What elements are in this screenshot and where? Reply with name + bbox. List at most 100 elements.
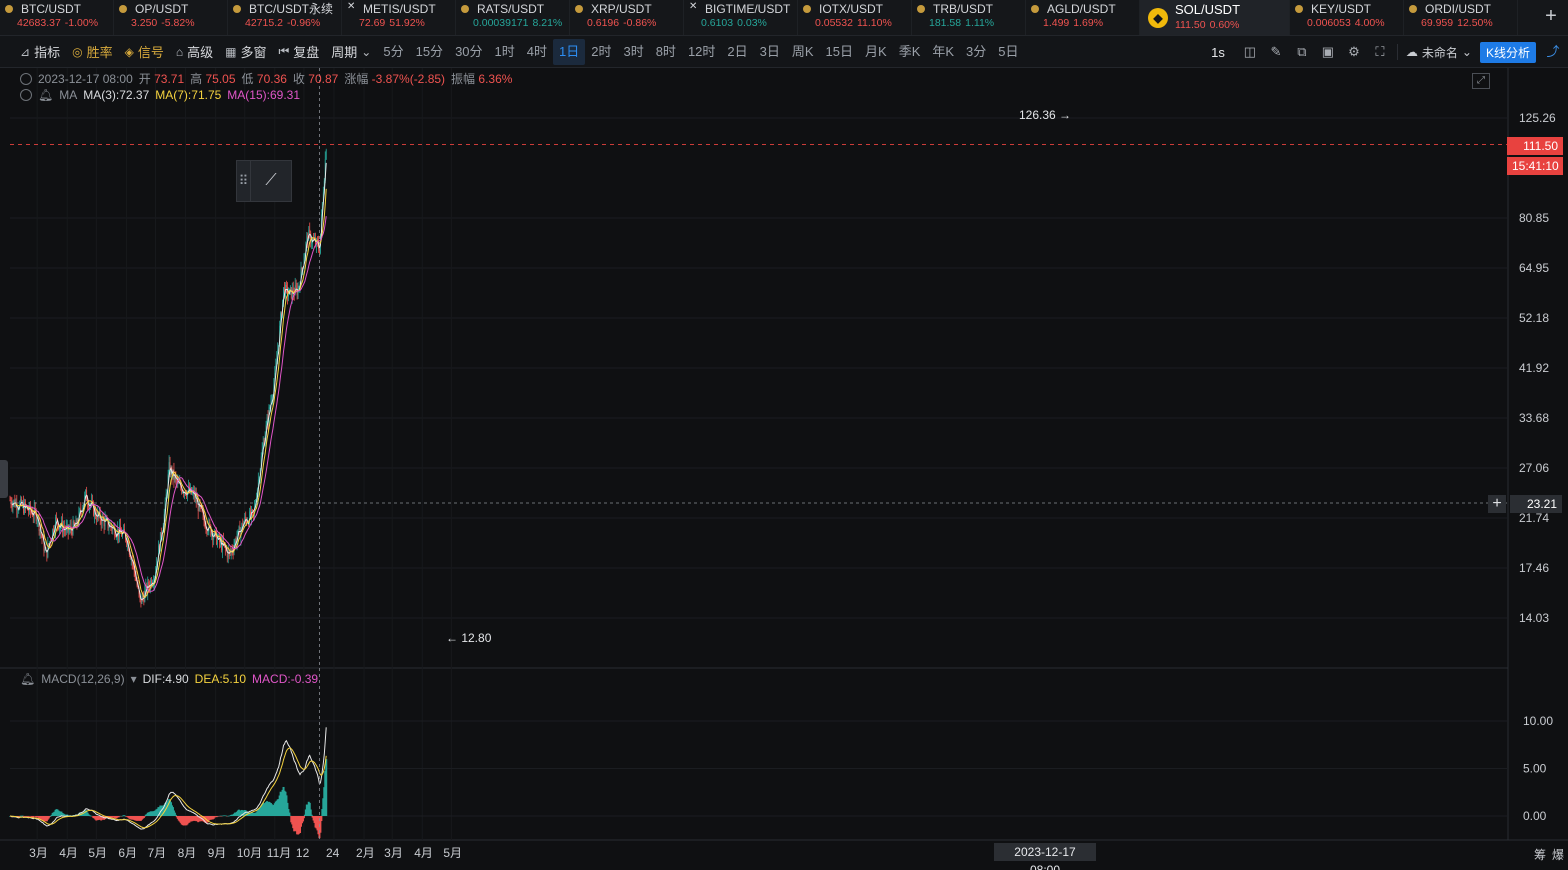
period-option[interactable]: 4时 xyxy=(526,43,547,59)
period-option[interactable]: 周K xyxy=(791,43,814,59)
candle-body xyxy=(206,528,208,532)
ticker-tab[interactable]: ✕ BIGTIME/USDT 0.6103 0.03% xyxy=(684,0,798,35)
ticker-price-value: 1.499 xyxy=(1043,17,1070,29)
camera-icon[interactable]: ◫ xyxy=(1243,44,1257,59)
expand-icon[interactable]: ⤢ xyxy=(1472,73,1490,89)
ticker-change: -1.00% xyxy=(64,17,99,29)
period-option[interactable]: 30分 xyxy=(455,43,483,59)
high-price-marker: 126.36 → xyxy=(1019,108,1072,122)
period-dropdown[interactable]: 周期 ⌄ xyxy=(331,44,372,61)
period-option[interactable]: 年K xyxy=(932,43,955,59)
ticker-tab[interactable]: BTC/USDT永续 42715.2 -0.96% xyxy=(228,0,342,35)
candle-body xyxy=(66,524,68,527)
candle-countdown-tag: 15:41:10 xyxy=(1507,157,1563,175)
period-option[interactable]: 3日 xyxy=(759,43,780,59)
candle-body xyxy=(103,519,105,527)
candle-body xyxy=(234,540,236,546)
period-option[interactable]: 3时 xyxy=(623,43,644,59)
macd-histogram-bar xyxy=(88,815,91,816)
candle-body xyxy=(143,597,145,602)
period-option[interactable]: 8时 xyxy=(655,43,676,59)
candle-body xyxy=(104,518,106,527)
toolbar-divider xyxy=(1396,44,1398,60)
caret-down-icon[interactable]: ▾ xyxy=(130,672,137,686)
candle-body xyxy=(204,520,206,528)
coin-dot-icon xyxy=(119,5,127,13)
add-tab-icon[interactable]: + xyxy=(1534,0,1568,35)
collapse-icon[interactable] xyxy=(20,89,32,101)
ticker-tab[interactable]: BTC/USDT 42683.37 -1.00% xyxy=(0,0,114,35)
advanced-button[interactable]: ⌂ 高级 xyxy=(175,44,214,61)
signal-button[interactable]: ◈ 信号 xyxy=(124,44,164,61)
collapse-icon[interactable] xyxy=(20,72,32,85)
binance-logo-icon: ◆ xyxy=(1148,8,1168,28)
candle-body xyxy=(316,239,317,246)
panel-collapse-handle[interactable] xyxy=(0,460,8,498)
multiwindow-button[interactable]: ▦ 多窗 xyxy=(225,44,267,61)
time-tick-label: 5月 xyxy=(88,846,107,860)
popout-icon[interactable]: ⧉ xyxy=(1297,44,1307,59)
refresh-interval[interactable]: 1s xyxy=(1211,44,1225,60)
period-option[interactable]: 2日 xyxy=(727,43,748,59)
gear-icon[interactable]: ⚙ xyxy=(1348,44,1360,59)
screenshot-icon[interactable]: ▣ xyxy=(1321,44,1335,59)
price-tick-label: 52.18 xyxy=(1519,311,1549,325)
period-option[interactable]: 3分 xyxy=(966,43,987,59)
ticker-symbol: AGLD/USDT xyxy=(1047,2,1116,16)
chips-button[interactable]: 筹 xyxy=(1533,848,1546,862)
macd-histogram-bar xyxy=(302,816,305,819)
ticker-tab[interactable]: RATS/USDT 0.00039171 8.21% xyxy=(456,0,570,35)
ticker-tab[interactable]: ORDI/USDT 69.959 12.50% xyxy=(1404,0,1518,35)
trendline-icon[interactable]: ⟋ xyxy=(265,172,277,189)
macd-tick-label: 10.00 xyxy=(1523,714,1553,728)
ticker-change: 1.69% xyxy=(1073,17,1104,29)
ticker-tab[interactable]: TRB/USDT 181.58 1.11% xyxy=(912,0,1026,35)
pencil-icon[interactable]: ✎ xyxy=(1270,44,1282,59)
ticker-tab[interactable]: KEY/USDT 0.006053 4.00% xyxy=(1290,0,1404,35)
candle-body xyxy=(134,570,136,578)
candle-body xyxy=(301,268,303,270)
period-option[interactable]: 2时 xyxy=(591,43,612,59)
liquidation-button[interactable]: 爆 xyxy=(1551,848,1564,862)
indicator-button[interactable]: ⊿ 指标 xyxy=(20,44,61,61)
kline-analysis-button[interactable]: K线分析 xyxy=(1479,41,1536,63)
winrate-icon: ◎ xyxy=(72,44,83,59)
period-option[interactable]: 季K xyxy=(898,43,921,59)
ticker-tab[interactable]: AGLD/USDT 1.499 1.69% xyxy=(1026,0,1140,35)
period-option[interactable]: 1日 xyxy=(553,38,586,65)
ticker-tab[interactable]: ✕ METIS/USDT 72.69 51.92% xyxy=(342,0,456,35)
candle-body xyxy=(310,232,312,244)
replay-button[interactable]: ⏮ 复盘 xyxy=(278,44,320,60)
period-option[interactable]: 12时 xyxy=(687,43,716,59)
period-option[interactable]: 15日 xyxy=(825,43,854,59)
ticker-tab[interactable]: OP/USDT 3.250 -5.82% xyxy=(114,0,228,35)
ticker-tab[interactable]: XRP/USDT 0.6196 -0.86% xyxy=(570,0,684,35)
candle-body xyxy=(20,499,22,503)
period-option[interactable]: 5分 xyxy=(383,43,404,59)
ticker-tab[interactable]: IOTX/USDT 0.05532 11.10% xyxy=(798,0,912,35)
period-option[interactable]: 5日 xyxy=(998,43,1019,59)
ticker-change: 12.50% xyxy=(1457,17,1493,29)
period-option[interactable]: 15分 xyxy=(415,43,444,59)
bell-icon[interactable]: 🔔︎ xyxy=(38,88,54,102)
period-option[interactable]: 1时 xyxy=(494,43,515,59)
add-alert-plus-icon[interactable]: + xyxy=(1488,495,1506,513)
drawing-tool-widget[interactable]: ⠿ ⟋ xyxy=(236,160,292,202)
candle-body xyxy=(260,456,262,470)
candle-body xyxy=(209,521,211,526)
drag-handle-icon[interactable]: ⠿ xyxy=(237,161,251,201)
layout-dropdown[interactable]: ☁ 未命名 ⌄ xyxy=(1405,45,1472,60)
ticker-tab[interactable]: ◆ SOL/USDT 111.50 0.60% xyxy=(1140,0,1290,35)
candle-body xyxy=(75,519,77,527)
candle-body xyxy=(193,490,195,498)
period-option[interactable]: 月K xyxy=(865,43,887,59)
bell-icon[interactable]: 🔔︎ xyxy=(20,672,36,686)
winrate-button[interactable]: ◎ 胜率 xyxy=(72,44,113,61)
ticker-symbol: BTC/USDT xyxy=(21,2,81,16)
ticker-price: 1.499 1.69% xyxy=(1043,16,1139,31)
share-icon[interactable]: ⤴ xyxy=(1546,44,1560,59)
fullscreen-icon[interactable]: ⛶ xyxy=(1375,44,1385,59)
candle-body xyxy=(108,527,110,529)
kline-chart-canvas[interactable]: 125.26 80.85 64.95 52.18 41.92 33.68 27.06 21.7… xyxy=(0,68,1568,870)
candle-body xyxy=(252,509,253,511)
